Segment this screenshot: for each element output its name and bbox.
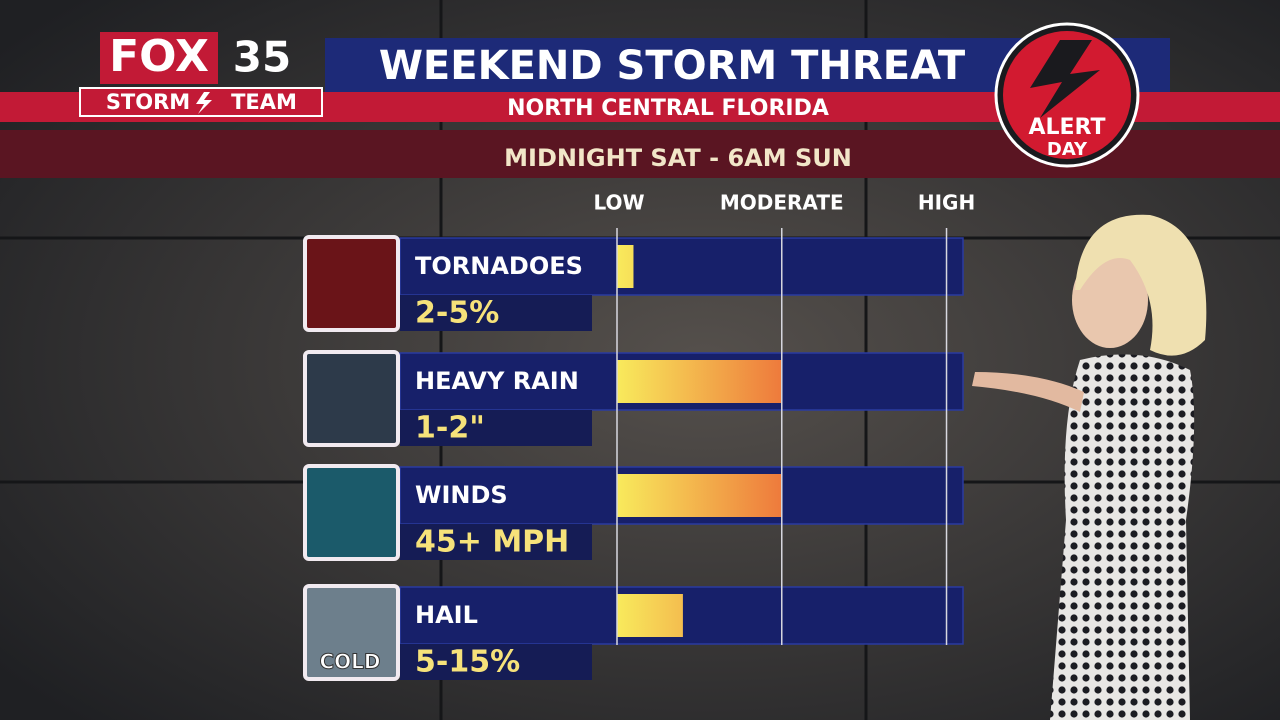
period: MIDNIGHT SAT - 6AM SUN: [504, 144, 852, 172]
alert-bolt: [1030, 40, 1100, 118]
detail-label: 45+ MPH: [415, 525, 569, 560]
logo-channel: 35: [233, 33, 291, 82]
bar: [617, 594, 683, 637]
x-tick-label: LOW: [593, 191, 644, 215]
bar: [617, 245, 634, 288]
detail-label: 1-2": [415, 411, 485, 446]
alert-day: DAY: [1047, 139, 1088, 160]
x-tick-label: MODERATE: [720, 191, 844, 215]
bar: [617, 474, 782, 517]
icon-box: [303, 235, 400, 332]
logo-brand: FOX: [109, 31, 209, 82]
category-label: WINDS: [415, 481, 508, 509]
detail-box: [400, 644, 592, 680]
detail-label: 5-15%: [415, 645, 520, 680]
title: WEEKEND STORM THREAT: [379, 43, 966, 89]
team-left: STORM: [106, 90, 190, 114]
detail-box: [400, 524, 592, 560]
bolt: [196, 92, 212, 114]
detail-box: [400, 295, 592, 331]
detail-label: 2-5%: [415, 296, 499, 331]
logo-box: [100, 32, 218, 84]
subtitle: NORTH CENTRAL FLORIDA: [507, 96, 829, 121]
icon-text: COLD: [319, 650, 380, 674]
icon-box: [303, 584, 400, 681]
bar: [617, 360, 782, 403]
category-label: TORNADOES: [415, 252, 583, 280]
category-label: HEAVY RAIN: [415, 367, 579, 395]
category-label: HAIL: [415, 601, 478, 629]
x-tick-label: HIGH: [918, 191, 975, 215]
alert-text: ALERT: [1028, 115, 1105, 140]
presenter: [972, 214, 1207, 720]
detail-box: [400, 410, 592, 446]
bar-track: [399, 237, 964, 296]
team-right: TEAM: [231, 90, 297, 114]
chart: TORNADOES 2-5% HEAVY RAIN 1-2" WINDS 45+ MPH H…: [303, 191, 975, 681]
icon-box: [303, 464, 400, 561]
icon-box: [303, 350, 400, 447]
